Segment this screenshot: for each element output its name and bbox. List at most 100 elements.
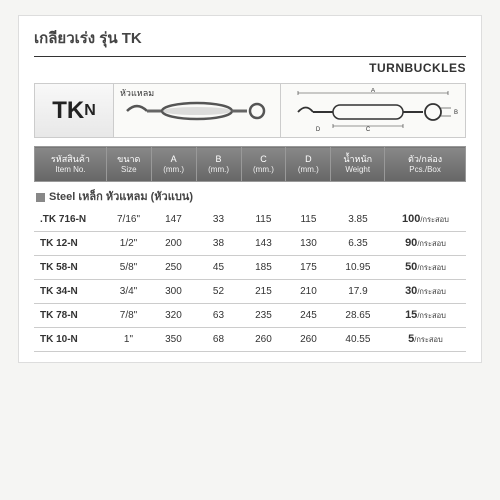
cell-item: TK 10-N [34, 328, 106, 352]
col-header-d: D(mm.) [286, 147, 331, 182]
cell-c: 260 [241, 328, 286, 352]
cell-a: 300 [151, 280, 196, 304]
svg-text:A: A [371, 88, 375, 94]
cell-b: 68 [196, 328, 241, 352]
cell-pcs: 5/กระสอบ [385, 328, 466, 352]
col-header-size-en: Size [109, 165, 149, 175]
cell-size: 7/8" [106, 304, 151, 328]
col-header-item: รหัสสินค้าItem No. [35, 147, 107, 182]
model-suffix: N [84, 102, 96, 120]
cell-item: TK 78-N [34, 304, 106, 328]
table-row: TK 10-N1"3506826026040.555/กระสอบ [34, 328, 466, 352]
col-header-a-main: A [171, 154, 177, 164]
cell-c: 115 [241, 208, 286, 232]
cell-b: 45 [196, 256, 241, 280]
col-header-c: C(mm.) [241, 147, 286, 182]
cell-c: 185 [241, 256, 286, 280]
cell-d: 245 [286, 304, 331, 328]
col-header-weight-th: น้ำหนัก [343, 154, 372, 164]
divider [34, 56, 466, 57]
cell-size: 3/4" [106, 280, 151, 304]
page-title: เกลียวเร่ง รุ่น TK [34, 26, 466, 50]
cell-item: TK 58-N [34, 256, 106, 280]
section-title: Steel เหล็ก หัวแหลม (หัวแบน) [36, 187, 466, 205]
cell-a: 200 [151, 232, 196, 256]
cell-pcs: 100/กระสอบ [385, 208, 466, 232]
cell-size: 7/16" [106, 208, 151, 232]
table-row: TK 58-N5/8"2504518517510.9550/กระสอบ [34, 256, 466, 280]
model-badge: TKN [34, 83, 114, 138]
cell-a: 147 [151, 208, 196, 232]
cell-b: 52 [196, 280, 241, 304]
col-header-d-sub: (mm.) [288, 165, 328, 175]
subtitle: TURNBUCKLES [34, 61, 466, 75]
col-header-item-th: รหัสสินค้า [51, 154, 90, 164]
svg-text:B: B [454, 110, 458, 116]
col-header-pcs-en: Pcs./Box [387, 165, 463, 175]
cell-b: 33 [196, 208, 241, 232]
cell-weight: 6.35 [331, 232, 385, 256]
svg-text:C: C [366, 127, 371, 133]
cell-weight: 17.9 [331, 280, 385, 304]
table-row: TK 78-N7/8"3206323524528.6515/กระสอบ [34, 304, 466, 328]
cell-a: 350 [151, 328, 196, 352]
cell-size: 5/8" [106, 256, 151, 280]
svg-text:D: D [316, 127, 321, 133]
col-header-size: ขนาดSize [106, 147, 151, 182]
header-row: รหัสสินค้าItem No. ขนาดSize A(mm.) B(mm.… [35, 147, 466, 182]
dimension-diagram-box: A B C D [281, 83, 466, 138]
cell-a: 250 [151, 256, 196, 280]
cell-d: 210 [286, 280, 331, 304]
cell-weight: 10.95 [331, 256, 385, 280]
section-title-text: Steel เหล็ก หัวแหลม (หัวแบน) [49, 191, 193, 203]
cell-c: 235 [241, 304, 286, 328]
cell-pcs: 90/กระสอบ [385, 232, 466, 256]
cell-d: 115 [286, 208, 331, 232]
cell-b: 63 [196, 304, 241, 328]
cell-weight: 28.65 [331, 304, 385, 328]
cell-weight: 3.85 [331, 208, 385, 232]
cell-size: 1" [106, 328, 151, 352]
dimension-diagram-icon: A B C D [288, 88, 458, 133]
cell-c: 143 [241, 232, 286, 256]
col-header-b: B(mm.) [196, 147, 241, 182]
col-header-pcs: ตัว/กล่องPcs./Box [385, 147, 466, 182]
cell-d: 260 [286, 328, 331, 352]
table-row: TK 34-N3/4"3005221521017.930/กระสอบ [34, 280, 466, 304]
col-header-size-th: ขนาด [117, 154, 140, 164]
table-row: TK 12-N1/2"200381431306.3590/กระสอบ [34, 232, 466, 256]
col-header-item-en: Item No. [37, 165, 104, 175]
data-table: .TK 716-N7/16"147331151153.85100/กระสอบT… [34, 208, 466, 352]
product-image-box: หัวแหลม [114, 83, 281, 138]
cell-size: 1/2" [106, 232, 151, 256]
col-header-c-sub: (mm.) [244, 165, 284, 175]
col-header-a: A(mm.) [151, 147, 196, 182]
col-header-weight: น้ำหนักWeight [331, 147, 385, 182]
image-label: หัวแหลม [120, 86, 154, 100]
top-row: TKN หัวแหลม A [34, 83, 466, 138]
col-header-pcs-th: ตัว/กล่อง [408, 154, 442, 164]
col-header-b-main: B [216, 154, 222, 164]
col-header-d-main: D [305, 154, 312, 164]
col-header-b-sub: (mm.) [199, 165, 239, 175]
col-header-weight-en: Weight [333, 165, 382, 175]
cell-item: TK 12-N [34, 232, 106, 256]
cell-d: 175 [286, 256, 331, 280]
col-header-c-main: C [260, 154, 267, 164]
table-row: .TK 716-N7/16"147331151153.85100/กระสอบ [34, 208, 466, 232]
cell-b: 38 [196, 232, 241, 256]
cell-pcs: 15/กระสอบ [385, 304, 466, 328]
cell-d: 130 [286, 232, 331, 256]
model-label: TK [52, 97, 84, 125]
cell-a: 320 [151, 304, 196, 328]
cell-c: 215 [241, 280, 286, 304]
col-header-a-sub: (mm.) [154, 165, 194, 175]
cell-item: TK 34-N [34, 280, 106, 304]
square-bullet-icon [36, 193, 45, 202]
page-container: เกลียวเร่ง รุ่น TK TURNBUCKLES TKN หัวแห… [18, 15, 482, 363]
cell-pcs: 30/กระสอบ [385, 280, 466, 304]
cell-item: .TK 716-N [34, 208, 106, 232]
header-table: รหัสสินค้าItem No. ขนาดSize A(mm.) B(mm.… [34, 146, 466, 182]
cell-weight: 40.55 [331, 328, 385, 352]
cell-pcs: 50/กระสอบ [385, 256, 466, 280]
